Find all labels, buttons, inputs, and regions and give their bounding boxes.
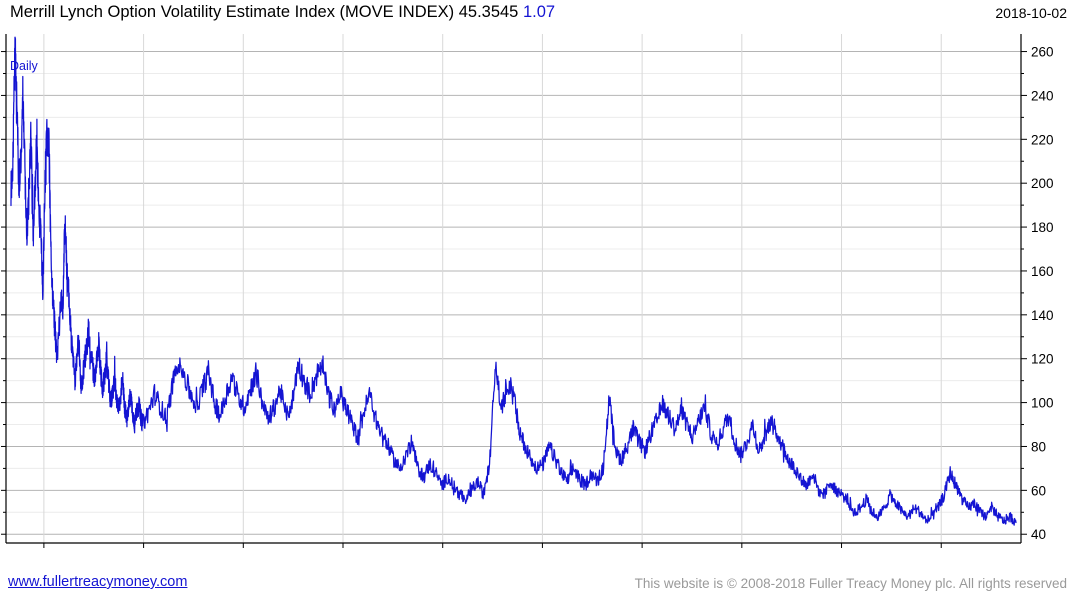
y-axis-label: 160 (1031, 264, 1054, 279)
y-axis-label: 220 (1031, 132, 1054, 147)
page-title: Merrill Lynch Option Volatility Estimate… (10, 3, 555, 22)
last-value: 45.3545 (458, 3, 519, 21)
y-axis-label: 80 (1031, 439, 1046, 454)
x-axis-ticks (43, 543, 942, 548)
y-axis-label: 140 (1031, 308, 1054, 323)
y-axis-label: 60 (1031, 483, 1046, 498)
copyright-text: This website is © 2008-2018 Fuller Treac… (634, 576, 1067, 591)
change-value: 1.07 (522, 3, 556, 21)
y-axis-label: 180 (1031, 220, 1054, 235)
as-of-date: 2018-10-02 (995, 5, 1067, 21)
gridlines-vertical (43, 34, 942, 543)
y-axis-label: 200 (1031, 176, 1054, 191)
series-frequency-badge: Daily (10, 59, 38, 73)
site-url-link[interactable]: www.fullertreacymoney.com (8, 574, 188, 590)
y-axis-label: 240 (1031, 88, 1054, 103)
axis-lines (5, 34, 1022, 544)
y-axis-label: 120 (1031, 352, 1054, 367)
y-axis-ticks (1, 51, 1027, 535)
y-axis-label: 100 (1031, 396, 1054, 411)
chart-footer: www.fullertreacymoney.com This website i… (0, 572, 1075, 600)
y-axis-labels: 40 60 80 100 120 140 160 180 200 220 240 260 (1031, 45, 1054, 543)
gridlines-major (6, 51, 1021, 535)
series-line-move-index (10, 36, 1017, 526)
y-axis-label: 260 (1031, 45, 1054, 60)
chart-header: Merrill Lynch Option Volatility Estimate… (0, 0, 1075, 28)
gridlines-minor (6, 72, 1021, 513)
index-name: Merrill Lynch Option Volatility Estimate… (10, 3, 455, 21)
y-axis-label: 40 (1031, 527, 1046, 542)
